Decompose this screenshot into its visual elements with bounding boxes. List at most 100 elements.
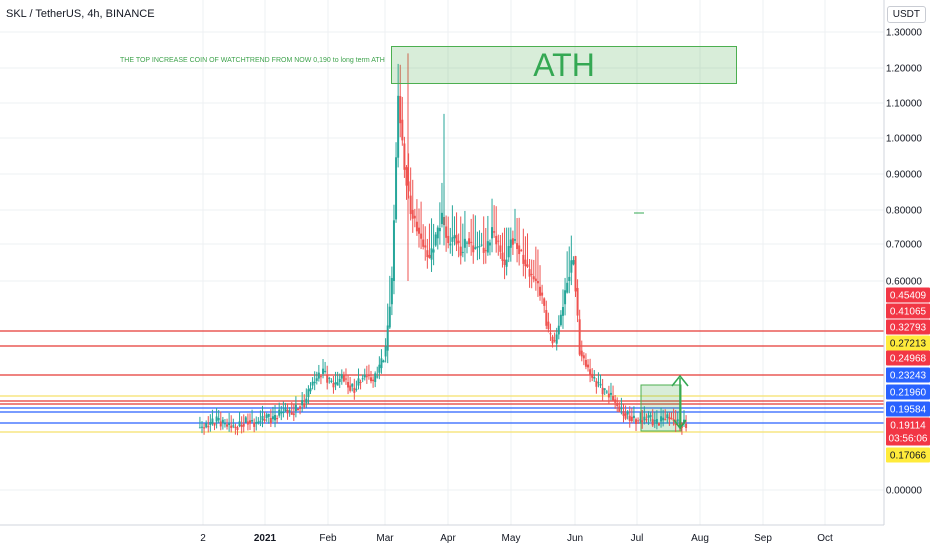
- candle-body: [493, 231, 496, 233]
- candle-body: [420, 233, 423, 239]
- candle-body: [382, 360, 385, 363]
- candle-body: [478, 246, 481, 248]
- candle-body: [426, 250, 429, 258]
- candle-body: [280, 411, 283, 414]
- candle-body: [248, 420, 251, 424]
- candle-body: [603, 388, 606, 391]
- candle-body: [559, 314, 562, 326]
- candle-body: [564, 290, 567, 305]
- candle-body: [507, 246, 510, 258]
- candle-body: [392, 220, 395, 281]
- price-label-text: 0.21960: [890, 388, 927, 399]
- candle-body: [384, 346, 387, 357]
- candle-body: [332, 383, 335, 388]
- candle-body: [434, 234, 437, 246]
- candle-body: [578, 319, 581, 355]
- candle-body: [595, 380, 598, 387]
- candle-body: [217, 417, 220, 421]
- candle-body: [551, 336, 554, 344]
- candle-body: [451, 237, 454, 242]
- price-tick-label: 0.70000: [886, 240, 923, 251]
- currency-badge[interactable]: USDT: [886, 6, 926, 23]
- candle-body: [401, 119, 404, 141]
- candle-body: [267, 413, 270, 417]
- candle-body: [372, 379, 375, 382]
- price-label-text: 0.41065: [890, 307, 927, 318]
- candle-body: [290, 412, 293, 415]
- candle-body: [591, 373, 594, 378]
- candle-body: [647, 415, 650, 419]
- candle-body: [601, 387, 604, 395]
- candle-body: [246, 421, 249, 425]
- price-tick-label: 0.80000: [886, 206, 923, 217]
- candle-body: [643, 416, 646, 421]
- candle-body: [376, 376, 379, 378]
- price-label-bg: [886, 447, 930, 463]
- time-axis[interactable]: 2 2021 Feb Mar Apr May Jun Jul Aug Sep Oct: [200, 533, 833, 544]
- price-label-bg: [886, 430, 930, 446]
- candle-body: [365, 376, 368, 378]
- price-label-text: 0.32793: [890, 323, 927, 334]
- candle-body: [530, 273, 533, 276]
- candle-body: [526, 264, 529, 267]
- time-tick-label: Sep: [754, 533, 772, 544]
- symbol-title[interactable]: SKL / TetherUS, 4h, BINANCE: [6, 8, 155, 20]
- candle-body: [236, 427, 239, 430]
- time-tick-label: Jun: [567, 533, 583, 544]
- candle-body: [561, 307, 564, 316]
- candle-body: [597, 382, 600, 384]
- candle-body: [330, 380, 333, 383]
- candle-body: [501, 252, 504, 261]
- candle-body: [336, 382, 339, 386]
- candle-body: [399, 96, 402, 124]
- time-tick-label: May: [502, 533, 521, 544]
- candle-body: [653, 420, 656, 422]
- candle-body: [518, 245, 521, 255]
- price-tick-label: 1.00000: [886, 134, 923, 145]
- candle-body: [213, 422, 216, 426]
- candle-body: [265, 414, 268, 419]
- candle-body: [649, 415, 652, 417]
- candle-body: [397, 95, 400, 158]
- candle-body: [317, 372, 320, 379]
- candle-body: [584, 359, 587, 367]
- candle-body: [367, 375, 370, 377]
- time-tick-label: Mar: [376, 533, 394, 544]
- candle-body: [259, 420, 262, 422]
- annotation-text: THE TOP INCREASE COIN OF WATCHTREND FROM…: [120, 57, 385, 64]
- candle-body: [685, 423, 688, 428]
- candle-body: [234, 426, 237, 428]
- price-label-text: 03:56:06: [889, 434, 928, 445]
- price-label-bg: [886, 367, 930, 383]
- candle-body: [574, 256, 577, 292]
- candle-body: [436, 227, 439, 239]
- candle-body: [251, 419, 254, 422]
- candle-body: [522, 254, 525, 264]
- candle-body: [313, 381, 316, 384]
- candle-body: [539, 286, 542, 296]
- candle-body: [357, 378, 360, 386]
- candle-body: [432, 249, 435, 253]
- candle-body: [587, 364, 590, 368]
- price-axis[interactable]: 1.30000 1.20000 1.10000 1.00000 0.90000 0.800…: [886, 28, 923, 497]
- candle-body: [411, 209, 414, 219]
- candlestick-series: [198, 53, 688, 436]
- candle-body: [344, 378, 347, 380]
- price-label-text: 0.19114: [890, 421, 926, 432]
- candle-body: [645, 419, 648, 421]
- price-label-text: 0.27213: [890, 339, 927, 350]
- candle-body: [226, 424, 229, 427]
- candle-body: [509, 239, 512, 248]
- price-label-text: 0.19584: [890, 405, 927, 416]
- candle-body: [415, 221, 418, 232]
- candle-body: [461, 251, 464, 253]
- candle-body: [288, 410, 291, 412]
- candle-body: [240, 424, 243, 428]
- candle-body: [315, 378, 318, 381]
- price-tick-label: 1.10000: [886, 99, 923, 110]
- candle-body: [666, 414, 669, 419]
- candle-body: [620, 408, 623, 410]
- candle-body: [505, 259, 508, 267]
- candle-body: [457, 240, 460, 244]
